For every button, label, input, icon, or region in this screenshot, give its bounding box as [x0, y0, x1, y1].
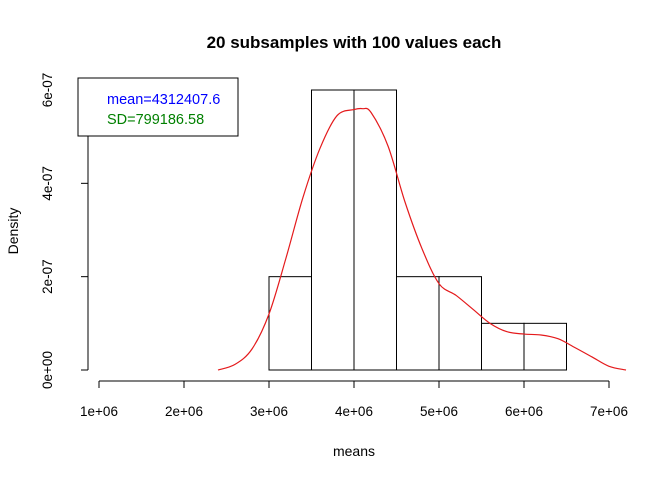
legend: mean=4312407.6 SD=799186.58: [77, 77, 239, 137]
histogram-bar-3: [353, 89, 397, 371]
x-tick-label-7: 7e+06: [590, 404, 628, 419]
y-tick-label-2: 2e-07: [40, 259, 55, 294]
histogram-bar-1: [268, 276, 312, 371]
density-curve-group: [217, 107, 627, 371]
legend-mean: mean=4312407.6: [107, 92, 220, 108]
x-tick-label-2: 2e+06: [165, 404, 203, 419]
histogram-bars: [268, 89, 567, 371]
y-tick-label-3: 4e-07: [40, 166, 55, 201]
x-tick-label-3: 3e+06: [250, 404, 288, 419]
y-axis: 0e+00 2e-07 4e-07 6e-07: [40, 73, 89, 389]
x-tick-label-4: 4e+06: [335, 404, 373, 419]
x-tick-label-6: 6e+06: [505, 404, 543, 419]
histogram-bar-7: [523, 322, 567, 371]
legend-box: [77, 77, 239, 137]
x-axis-label: means: [333, 443, 375, 459]
x-tick-label-1: 1e+06: [80, 404, 118, 419]
chart-title: 20 subsamples with 100 values each: [207, 33, 502, 52]
density-curve: [217, 107, 627, 371]
x-axis: 1e+06 2e+06 3e+06 4e+06 5e+06 6e+06 7e+06: [80, 380, 628, 419]
y-tick-label-4: 6e-07: [40, 73, 55, 108]
y-axis-label: Density: [5, 208, 21, 255]
legend-sd: SD=799186.58: [107, 112, 204, 128]
y-tick-label-1: 0e+00: [40, 351, 55, 389]
histogram-bar-2: [311, 89, 355, 371]
x-tick-label-5: 5e+06: [420, 404, 458, 419]
histogram-bar-4: [396, 276, 440, 371]
histogram-bar-6: [481, 322, 525, 371]
histogram-bar-5: [438, 276, 482, 371]
